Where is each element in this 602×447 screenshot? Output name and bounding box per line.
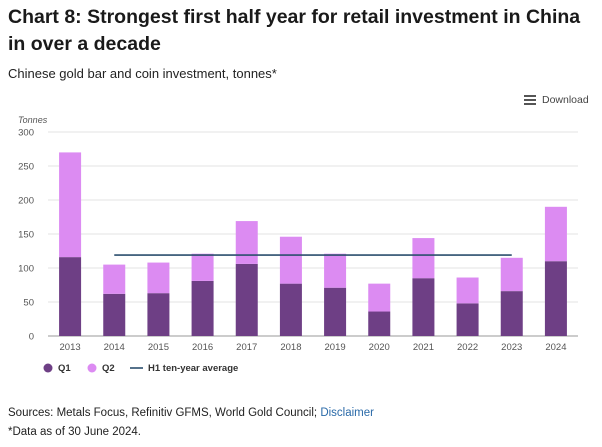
bar-q1 [412, 278, 435, 336]
bar-q1 [147, 293, 170, 336]
x-tick-label: 2023 [501, 342, 522, 353]
chart-subtitle: Chinese gold bar and coin investment, to… [8, 66, 277, 81]
x-tick-label: 2024 [545, 342, 566, 353]
y-tick-label: 100 [18, 264, 34, 275]
bar-q2 [324, 253, 347, 288]
x-tick-label: 2018 [280, 342, 301, 353]
chart-title: Chart 8: Strongest first half year for r… [8, 6, 581, 55]
x-tick-label: 2022 [457, 342, 478, 353]
legend-q2-label: Q2 [102, 363, 115, 374]
sources-note: Sources: Metals Focus, Refinitiv GFMS, W… [8, 407, 374, 419]
bar-q1 [235, 263, 258, 336]
bar-q1 [103, 293, 126, 336]
x-axis: 2013 2014 2015 2016 2017 2018 2019 2020 2021 2022… [60, 342, 567, 353]
sources-text: Sources: Metals Focus, Refinitiv GFMS, W… [8, 407, 318, 419]
legend-q2-marker [87, 363, 97, 373]
y-axis: Tonnes 0 50 100 150 200 250 300 [18, 115, 48, 343]
bar-q1 [59, 257, 82, 336]
y-tick-label: 0 [29, 332, 34, 343]
bar-q1 [544, 261, 567, 336]
x-tick-label: 2017 [236, 342, 257, 353]
hamburger-menu-icon [524, 95, 536, 105]
x-tick-label: 2016 [192, 342, 213, 353]
bar-q2 [59, 152, 82, 258]
y-axis-title: Tonnes [18, 115, 48, 125]
bar-q2 [147, 262, 170, 294]
data-date-note: *Data as of 30 June 2024. [8, 426, 141, 438]
bar-q1 [368, 311, 391, 336]
bar-q2 [103, 264, 126, 294]
legend-q1-label: Q1 [58, 363, 71, 374]
y-tick-label: 150 [18, 230, 34, 241]
grid-lines [48, 131, 578, 337]
bar-q2 [500, 257, 523, 292]
bar-q1 [500, 291, 523, 336]
x-tick-label: 2014 [104, 342, 125, 353]
download-label: Download [542, 94, 589, 106]
bar-q1 [279, 283, 302, 336]
bar-q1 [456, 303, 479, 336]
legend-q1-marker [43, 363, 53, 373]
bar-q2 [412, 238, 435, 279]
x-tick-label: 2020 [369, 342, 390, 353]
bar-q2 [544, 206, 567, 262]
y-tick-label: 50 [23, 298, 34, 309]
bars [59, 152, 567, 336]
x-tick-label: 2013 [60, 342, 81, 353]
y-tick-label: 200 [18, 196, 34, 207]
bar-q2 [456, 277, 479, 304]
x-tick-label: 2021 [413, 342, 434, 353]
disclaimer-link[interactable]: Disclaimer [320, 407, 374, 419]
bar-q2 [279, 236, 302, 284]
x-tick-label: 2019 [325, 342, 346, 353]
legend: Q1 Q2 H1 ten-year average [43, 363, 238, 374]
download-button[interactable]: Download [524, 94, 589, 106]
bar-q1 [324, 287, 347, 336]
bar-q1 [191, 280, 214, 336]
bar-q2 [191, 253, 214, 281]
bar-q2 [368, 283, 391, 312]
y-tick-label: 300 [18, 128, 34, 139]
legend-average-label: H1 ten-year average [148, 363, 238, 374]
bar-q2 [235, 221, 258, 264]
x-tick-label: 2015 [148, 342, 169, 353]
y-tick-label: 250 [18, 162, 34, 173]
